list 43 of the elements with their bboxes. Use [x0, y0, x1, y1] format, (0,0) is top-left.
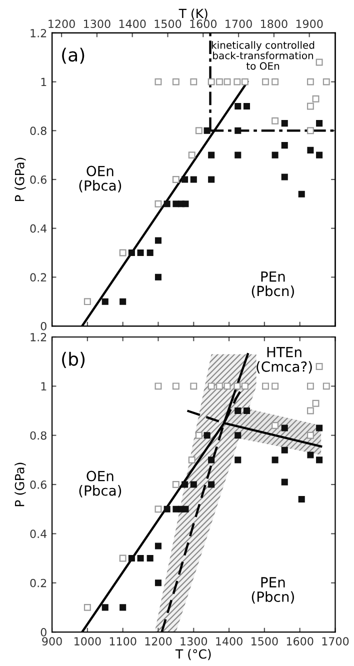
annotation: (b)	[62, 352, 85, 368]
x2-tick-label: 1700	[226, 20, 252, 28]
annotation: PEn (Pbcn)	[252, 271, 294, 298]
x-tick-label: 1400	[216, 637, 242, 646]
y-tick-label: 0.2	[30, 273, 46, 282]
y-axis-title: P (GPa)	[14, 158, 26, 202]
x-tick-label: 1000	[74, 637, 101, 646]
y-tick-label: 0.8	[30, 431, 46, 440]
annotation: HTEn (Cmca?)	[256, 347, 312, 374]
annotation: PEn (Pbcn)	[252, 577, 294, 604]
y-tick-label: 0.2	[30, 578, 46, 588]
x2-tick-label: 1900	[296, 20, 323, 28]
x2-tick-label: 1800	[261, 20, 288, 28]
x2-tick-label: 1400	[119, 20, 146, 28]
x-tick-label: 1700	[322, 637, 349, 646]
x-axis-title: T (°C)	[175, 649, 211, 660]
annotation: (a)	[62, 48, 84, 64]
y-axis-title: P (GPa)	[14, 462, 26, 506]
y-tick-label: 1	[41, 78, 46, 86]
x-tick-label: 1200	[145, 637, 172, 646]
x-tick-label: 1300	[180, 637, 208, 646]
y-tick-label: 0.8	[30, 126, 46, 136]
annotation: kinetically controlled back-transformation to OEn	[212, 41, 314, 70]
x2-tick-label: 1300	[84, 20, 110, 28]
x-tick-label: 900	[42, 637, 62, 646]
x2-axis-title: T (K)	[178, 8, 208, 20]
y-tick-label: 1.2	[30, 28, 46, 38]
x-tick-label: 1100	[110, 637, 136, 646]
annotation: OEn (Pbca)	[79, 166, 122, 192]
x-tick-label: 1500	[252, 637, 278, 646]
y-tick-label: 0	[40, 628, 46, 636]
y-tick-label: 0.4	[30, 224, 47, 233]
y-tick-label: 1	[41, 382, 46, 390]
x-tick-label: 1600	[286, 637, 314, 646]
annotation: OEn (Pbca)	[79, 470, 122, 498]
y-tick-label: 0	[40, 322, 46, 330]
y-tick-label: 1.2	[30, 332, 46, 342]
y-tick-label: 0.4	[30, 530, 47, 538]
x2-tick-label: 1500	[154, 20, 182, 28]
x2-tick-label: 1600	[190, 20, 217, 28]
x2-tick-label: 1200	[48, 20, 75, 28]
y-tick-label: 0.6	[30, 175, 46, 184]
y-tick-label: 0.6	[30, 480, 46, 489]
